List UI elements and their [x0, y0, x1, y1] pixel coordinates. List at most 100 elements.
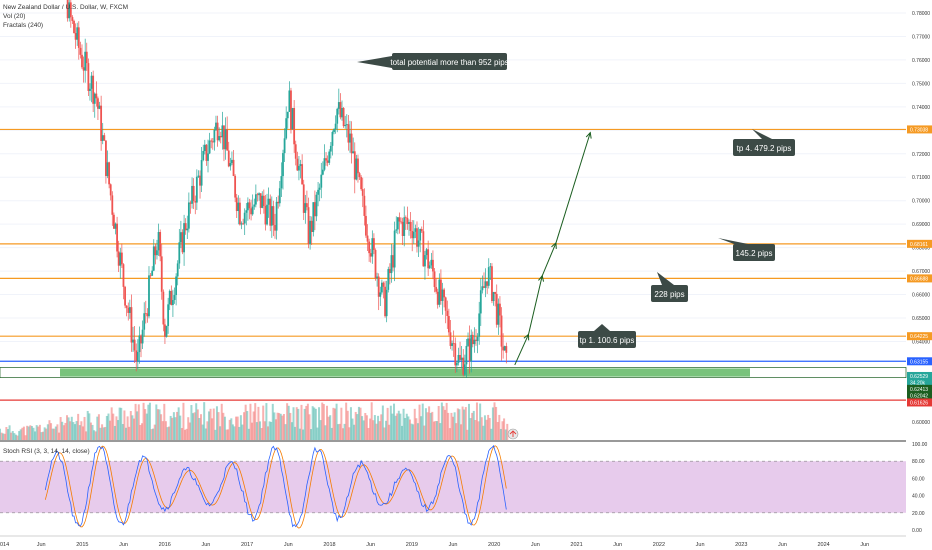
candle-body — [173, 295, 176, 300]
volume-bar — [158, 409, 161, 440]
volume-bar — [172, 412, 175, 440]
candle-body — [459, 354, 461, 360]
candle-body — [341, 107, 343, 118]
time-axis-label: 2016 — [159, 542, 171, 548]
volume-bar — [105, 415, 108, 440]
callout-tp2[interactable]: 228 pips — [651, 272, 688, 302]
volume-bar — [359, 407, 362, 440]
horizontal-levels[interactable] — [0, 128, 906, 401]
candle-body — [231, 159, 233, 164]
volume-bar — [187, 417, 190, 440]
projection-segment — [528, 275, 543, 335]
time-axis[interactable]: 014 Jun 2015 Jun 2016 Jun 2017 Jun 2018 Jun 2019 Ju… — [0, 542, 869, 548]
volume-bar — [153, 424, 156, 440]
candle-body — [447, 316, 450, 333]
volume-bar — [391, 413, 394, 440]
volume-bar — [16, 435, 19, 440]
candle-body — [401, 221, 404, 236]
candle-body — [280, 176, 283, 189]
stoch-k-line — [44, 445, 507, 528]
candle-body — [365, 215, 367, 236]
candle-body — [105, 140, 107, 177]
volume-bar — [426, 412, 429, 440]
volume-bar — [247, 428, 250, 440]
callout-tp4[interactable]: tp 4. 479.2 pips — [733, 129, 795, 156]
candle-body — [473, 339, 476, 345]
volume-bar — [458, 409, 461, 440]
volume-bar — [182, 402, 185, 440]
volume-bar — [452, 416, 455, 440]
price-tick-label: 0.71000 — [912, 175, 930, 181]
volume-bar — [385, 420, 388, 440]
price-tag-text: 0.66688 — [910, 276, 928, 282]
projection-segment — [541, 242, 557, 276]
volume-bar — [330, 427, 333, 440]
volume-bar — [423, 425, 426, 440]
time-axis-label: 2019 — [406, 542, 418, 548]
time-axis-label: Jun — [531, 542, 540, 548]
stoch-rsi-pane[interactable] — [0, 445, 906, 529]
candle-body — [192, 185, 195, 202]
volume-bar — [118, 407, 121, 440]
volume-bar — [72, 422, 75, 440]
time-axis-label: 2015 — [76, 542, 88, 548]
price-pane[interactable] — [0, 0, 906, 440]
volume-bar — [460, 424, 463, 440]
candle-body — [203, 144, 206, 151]
candle-body — [184, 223, 187, 231]
callout-tp3[interactable]: 145.2 pips — [718, 238, 775, 261]
candle-body — [432, 259, 434, 272]
candle-body — [294, 144, 297, 159]
volume-bar — [230, 418, 233, 440]
candle-body — [248, 202, 251, 209]
volume-bar — [147, 404, 150, 440]
scroll-to-realtime-icon[interactable] — [507, 428, 519, 440]
candle-body — [505, 346, 508, 353]
volume-bar — [345, 402, 348, 440]
candle-body — [451, 343, 453, 346]
stoch-tick-label: 60.00 — [912, 476, 925, 482]
volume-bar — [209, 408, 212, 440]
candle-body — [213, 129, 216, 143]
candle-body — [497, 303, 500, 325]
volume-bar — [188, 422, 191, 440]
candle-body — [97, 98, 99, 109]
volume-bar — [477, 421, 480, 440]
volume-bar — [132, 418, 135, 440]
volume-bar — [244, 404, 247, 440]
volume-bar — [415, 418, 418, 440]
callout-total[interactable]: total potential more than 952 pips — [357, 53, 509, 70]
candle-body — [227, 150, 230, 167]
volume-bar — [195, 403, 198, 440]
volume-bar — [388, 424, 391, 440]
candle-body — [218, 136, 221, 141]
candle-body — [433, 271, 436, 288]
callout-tp1[interactable]: tp 1. 100.6 pips — [578, 324, 636, 348]
volume-bar — [343, 423, 346, 440]
volume-bar — [412, 424, 415, 440]
candle-body — [176, 263, 179, 277]
candle-body — [172, 299, 174, 306]
candle-body — [475, 339, 477, 341]
volume-bar — [214, 429, 217, 440]
volume-bar — [190, 405, 193, 440]
candle-body — [120, 252, 123, 265]
volume-bar — [364, 412, 367, 440]
volume-bar — [0, 432, 3, 440]
price-tag — [907, 332, 932, 341]
candle-body — [103, 135, 106, 141]
volume-bar — [235, 416, 238, 440]
projection-arrows[interactable] — [514, 131, 592, 366]
price-tick-label: 0.60000 — [912, 420, 930, 426]
volume-bar — [78, 425, 81, 440]
volume-bar — [493, 402, 496, 440]
candle-body — [309, 220, 312, 245]
candle-body — [267, 198, 270, 205]
volume-bar — [24, 435, 27, 440]
candle-body — [205, 144, 208, 161]
time-axis-label: Jun — [613, 542, 622, 548]
candle-body — [293, 108, 296, 145]
stoch-axis-ticks: 100.00 80.00 60.00 40.00 20.00 0.00 — [912, 442, 928, 534]
volume-bar — [227, 429, 230, 440]
